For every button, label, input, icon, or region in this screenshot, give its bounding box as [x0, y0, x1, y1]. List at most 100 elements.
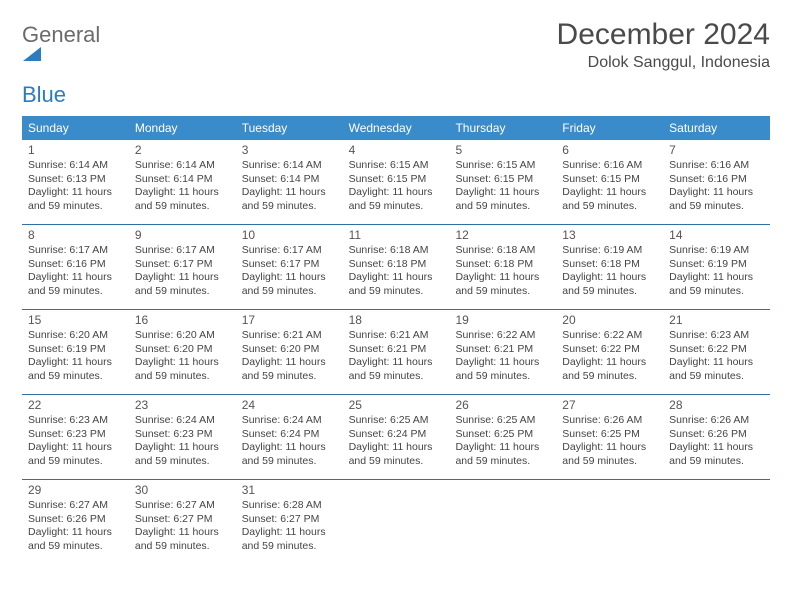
- calendar-day-cell: 2Sunrise: 6:14 AMSunset: 6:14 PMDaylight…: [129, 140, 236, 224]
- daylight-text: Daylight: 11 hours and 59 minutes.: [135, 441, 230, 468]
- day-number: 21: [669, 313, 764, 327]
- sunrise-text: Sunrise: 6:14 AM: [28, 159, 123, 173]
- sunrise-text: Sunrise: 6:27 AM: [135, 499, 230, 513]
- day-number: 18: [349, 313, 444, 327]
- daylight-text: Daylight: 11 hours and 59 minutes.: [135, 186, 230, 213]
- calendar-grid: SundayMondayTuesdayWednesdayThursdayFrid…: [22, 116, 770, 564]
- title-block: December 2024 Dolok Sanggul, Indonesia: [557, 18, 770, 72]
- sunset-text: Sunset: 6:20 PM: [242, 343, 337, 357]
- sunrise-text: Sunrise: 6:20 AM: [135, 329, 230, 343]
- sunrise-text: Sunrise: 6:17 AM: [28, 244, 123, 258]
- daylight-text: Daylight: 11 hours and 59 minutes.: [135, 271, 230, 298]
- month-title: December 2024: [557, 18, 770, 52]
- sunrise-text: Sunrise: 6:15 AM: [349, 159, 444, 173]
- daylight-text: Daylight: 11 hours and 59 minutes.: [135, 526, 230, 553]
- sunset-text: Sunset: 6:23 PM: [28, 428, 123, 442]
- day-number: 5: [455, 143, 550, 157]
- sunset-text: Sunset: 6:16 PM: [28, 258, 123, 272]
- location-label: Dolok Sanggul, Indonesia: [557, 54, 770, 72]
- day-number: 4: [349, 143, 444, 157]
- sunset-text: Sunset: 6:15 PM: [562, 173, 657, 187]
- day-detail: Sunrise: 6:17 AMSunset: 6:17 PMDaylight:…: [242, 244, 337, 299]
- day-number: 8: [28, 228, 123, 242]
- daylight-text: Daylight: 11 hours and 59 minutes.: [349, 271, 444, 298]
- day-number: 1: [28, 143, 123, 157]
- sunrise-text: Sunrise: 6:15 AM: [455, 159, 550, 173]
- sunset-text: Sunset: 6:15 PM: [349, 173, 444, 187]
- day-number: 28: [669, 398, 764, 412]
- calendar-day-cell: 18 Sunrise: 6:21 AMSunset: 6:21 PMDayligh…: [343, 310, 450, 394]
- day-number: 11: [349, 228, 444, 242]
- daylight-text: Daylight: 11 hours and 59 minutes.: [242, 271, 337, 298]
- calendar-week-row: 8Sunrise: 6:17 AMSunset: 6:16 PMDaylight…: [22, 225, 770, 310]
- day-detail: Sunrise: 6:25 AMSunset: 6:24 PMDaylight:…: [349, 414, 444, 469]
- calendar-page: GeneralBlue December 2024 Dolok Sanggul,…: [0, 0, 792, 582]
- daylight-text: Daylight: 11 hours and 59 minutes.: [669, 186, 764, 213]
- daylight-text: Daylight: 11 hours and 59 minutes.: [28, 186, 123, 213]
- sunset-text: Sunset: 6:20 PM: [135, 343, 230, 357]
- day-detail: Sunrise: 6:20 AMSunset: 6:20 PMDaylight:…: [135, 329, 230, 384]
- sunset-text: Sunset: 6:24 PM: [349, 428, 444, 442]
- calendar-week-row: 22Sunrise: 6:23 AMSunset: 6:23 PMDayligh…: [22, 395, 770, 480]
- calendar-day-cell: 4 Sunrise: 6:15 AMSunset: 6:15 PMDaylight…: [343, 140, 450, 224]
- calendar-body: 1Sunrise: 6:14 AMSunset: 6:13 PMDaylight…: [22, 140, 770, 564]
- daylight-text: Daylight: 11 hours and 59 minutes.: [349, 186, 444, 213]
- sunrise-text: Sunrise: 6:16 AM: [669, 159, 764, 173]
- calendar-day-cell: 24Sunrise: 6:24 AMSunset: 6:24 PMDayligh…: [236, 395, 343, 479]
- calendar-day-cell: 23Sunrise: 6:24 AMSunset: 6:23 PMDayligh…: [129, 395, 236, 479]
- calendar-day-cell: 3Sunrise: 6:14 AMSunset: 6:14 PMDaylight…: [236, 140, 343, 224]
- daylight-text: Daylight: 11 hours and 59 minutes.: [242, 526, 337, 553]
- calendar-day-cell: 11Sunrise: 6:18 AMSunset: 6:18 PMDayligh…: [343, 225, 450, 309]
- day-detail: Sunrise: 6:21 AMSunset: 6:21 PMDaylight:…: [349, 329, 444, 384]
- sunset-text: Sunset: 6:17 PM: [242, 258, 337, 272]
- sunset-text: Sunset: 6:26 PM: [669, 428, 764, 442]
- calendar-day-cell: 31Sunrise: 6:28 AMSunset: 6:27 PMDayligh…: [236, 480, 343, 564]
- sunset-text: Sunset: 6:14 PM: [242, 173, 337, 187]
- calendar-day-cell: 26Sunrise: 6:25 AMSunset: 6:25 PMDayligh…: [449, 395, 556, 479]
- sunset-text: Sunset: 6:21 PM: [349, 343, 444, 357]
- day-number: 7: [669, 143, 764, 157]
- sunset-text: Sunset: 6:19 PM: [28, 343, 123, 357]
- calendar-day-cell: 15Sunrise: 6:20 AMSunset: 6:19 PMDayligh…: [22, 310, 129, 394]
- day-detail: Sunrise: 6:20 AMSunset: 6:19 PMDaylight:…: [28, 329, 123, 384]
- calendar-day-cell: 22Sunrise: 6:23 AMSunset: 6:23 PMDayligh…: [22, 395, 129, 479]
- calendar-day-cell: 27Sunrise: 6:26 AMSunset: 6:25 PMDayligh…: [556, 395, 663, 479]
- sunrise-text: Sunrise: 6:14 AM: [242, 159, 337, 173]
- sunset-text: Sunset: 6:27 PM: [135, 513, 230, 527]
- sunset-text: Sunset: 6:16 PM: [669, 173, 764, 187]
- daylight-text: Daylight: 11 hours and 59 minutes.: [562, 186, 657, 213]
- sunrise-text: Sunrise: 6:19 AM: [669, 244, 764, 258]
- day-number: 16: [135, 313, 230, 327]
- day-detail: Sunrise: 6:19 AMSunset: 6:19 PMDaylight:…: [669, 244, 764, 299]
- day-detail: Sunrise: 6:16 AMSunset: 6:16 PMDaylight:…: [669, 159, 764, 214]
- day-number: 29: [28, 483, 123, 497]
- sunrise-text: Sunrise: 6:21 AM: [242, 329, 337, 343]
- brand-text: GeneralBlue: [22, 24, 100, 106]
- sunrise-text: Sunrise: 6:22 AM: [562, 329, 657, 343]
- weekday-header: Monday: [129, 116, 236, 140]
- daylight-text: Daylight: 11 hours and 59 minutes.: [28, 526, 123, 553]
- day-number: 25: [349, 398, 444, 412]
- sunrise-text: Sunrise: 6:23 AM: [669, 329, 764, 343]
- daylight-text: Daylight: 11 hours and 59 minutes.: [455, 186, 550, 213]
- day-number: 12: [455, 228, 550, 242]
- calendar-empty-cell: [663, 480, 770, 564]
- sunset-text: Sunset: 6:18 PM: [455, 258, 550, 272]
- sunset-text: Sunset: 6:19 PM: [669, 258, 764, 272]
- day-number: 6: [562, 143, 657, 157]
- sunrise-text: Sunrise: 6:25 AM: [455, 414, 550, 428]
- day-detail: Sunrise: 6:17 AMSunset: 6:16 PMDaylight:…: [28, 244, 123, 299]
- day-number: 24: [242, 398, 337, 412]
- weekday-header: Friday: [556, 116, 663, 140]
- daylight-text: Daylight: 11 hours and 59 minutes.: [562, 441, 657, 468]
- sunrise-text: Sunrise: 6:26 AM: [562, 414, 657, 428]
- day-detail: Sunrise: 6:28 AMSunset: 6:27 PMDaylight:…: [242, 499, 337, 554]
- sunset-text: Sunset: 6:15 PM: [455, 173, 550, 187]
- day-detail: Sunrise: 6:14 AMSunset: 6:14 PMDaylight:…: [242, 159, 337, 214]
- sunset-text: Sunset: 6:25 PM: [455, 428, 550, 442]
- sunrise-text: Sunrise: 6:16 AM: [562, 159, 657, 173]
- day-detail: Sunrise: 6:26 AMSunset: 6:26 PMDaylight:…: [669, 414, 764, 469]
- calendar-week-row: 29Sunrise: 6:27 AMSunset: 6:26 PMDayligh…: [22, 480, 770, 564]
- brand-sail-icon: [22, 46, 100, 62]
- calendar-day-cell: 29Sunrise: 6:27 AMSunset: 6:26 PMDayligh…: [22, 480, 129, 564]
